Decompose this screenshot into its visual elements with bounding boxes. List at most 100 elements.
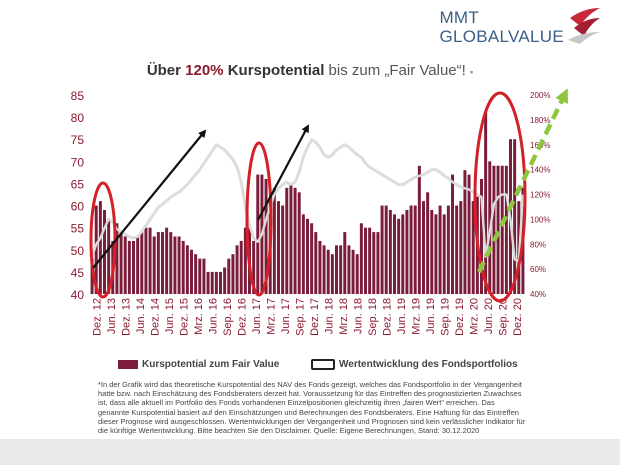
bar — [442, 214, 446, 294]
x-tick-label: Jun. 13 — [106, 298, 118, 334]
bar — [372, 232, 376, 294]
bar — [281, 205, 285, 294]
x-tick-label: Dez. 20 — [512, 298, 524, 336]
bar — [148, 227, 152, 294]
bar — [343, 232, 347, 294]
bar — [496, 165, 500, 294]
bar — [140, 232, 144, 294]
x-tick-label: Jun. 19 — [425, 298, 437, 334]
bar — [132, 240, 135, 294]
bar — [256, 174, 260, 294]
bar — [239, 240, 243, 294]
bar — [384, 205, 388, 294]
bar — [446, 205, 450, 294]
bar — [463, 170, 467, 294]
bar — [401, 214, 405, 294]
legend: Kurspotential zum Fair Value Wertentwick… — [0, 357, 620, 377]
x-tick-label: Jun. 19 — [396, 298, 408, 334]
bar — [409, 205, 413, 294]
x-tick-label: Sep. 19 — [439, 298, 451, 336]
bar — [177, 236, 181, 294]
x-tick-label: Jun. 18 — [323, 298, 335, 334]
bar — [94, 205, 98, 294]
bar — [451, 174, 454, 294]
bar — [359, 223, 363, 294]
annotations — [89, 88, 569, 303]
bar — [364, 227, 367, 294]
y2-tick-label: 100% — [530, 215, 550, 224]
legend-swatch-bars — [118, 360, 138, 369]
bar — [219, 271, 222, 294]
bar — [127, 240, 131, 294]
bar — [314, 232, 318, 294]
bar — [318, 240, 322, 294]
bar — [513, 139, 517, 294]
bar — [459, 201, 463, 294]
trend-arrow — [92, 129, 207, 269]
title-part1: Über — [146, 62, 186, 79]
bar — [438, 205, 442, 294]
x-tick-label: Mrz. 16 — [193, 298, 205, 335]
bar — [492, 165, 496, 294]
chart-title: Über 120% Kurspotential bis zum „Fair Va… — [0, 62, 620, 79]
bar — [326, 249, 330, 294]
bar — [306, 218, 309, 294]
bar — [351, 249, 355, 294]
bar — [252, 240, 256, 294]
bar — [210, 271, 214, 294]
title-part2: Kurspotential — [223, 62, 325, 79]
x-axis: Dez. 12 Jun. 13 Dez. 13 Jun. 14 Dez. 14 Jun. … — [91, 298, 524, 336]
x-tick-label: Dez. 13 — [120, 298, 132, 336]
bar — [231, 254, 235, 294]
bar — [235, 245, 239, 294]
bar — [123, 236, 127, 294]
brand-logo-text: MMT GLOBALVALUE — [439, 8, 564, 46]
bar — [368, 227, 372, 294]
bar — [471, 201, 475, 294]
bar — [144, 227, 148, 294]
bar — [388, 209, 392, 294]
bar — [206, 271, 210, 294]
line-series — [90, 138, 525, 264]
x-tick-label: Jun. 20 — [483, 298, 495, 334]
chart-canvas: 40 45 50 55 60 65 70 75 80 85 40% 60% 80% 100% 120% 14… — [71, 88, 569, 336]
bar — [426, 192, 430, 294]
x-tick-label: Jun. 15 — [164, 298, 176, 334]
x-tick-label: Dez. 19 — [454, 298, 466, 336]
bar — [500, 165, 504, 294]
highlight-ellipse — [245, 141, 273, 297]
bar — [194, 254, 198, 294]
legend-item-line: Wertentwicklung des Fondsportfolios — [311, 359, 518, 370]
x-tick-label: Dez. 16 — [236, 298, 248, 336]
y2-tick-label: 180% — [530, 116, 550, 125]
x-tick-label: Jun. 16 — [207, 298, 219, 334]
bar — [264, 179, 268, 294]
x-tick-label: Sep. 20 — [497, 298, 509, 336]
y-tick-label: 45 — [71, 266, 85, 280]
y2-tick-label: 40% — [530, 290, 546, 299]
bar — [293, 187, 297, 294]
bar — [393, 214, 396, 294]
bar — [413, 205, 417, 294]
x-tick-label: Mrz. 19 — [410, 298, 422, 335]
title-part3: bis zum „Fair Value“! — [324, 62, 470, 79]
y2-tick-label: 60% — [530, 265, 546, 274]
bar — [272, 187, 276, 294]
y2-tick-label: 140% — [530, 166, 550, 175]
bar — [285, 187, 289, 294]
bar — [173, 236, 177, 294]
bar — [202, 258, 206, 294]
bar — [322, 245, 326, 294]
bar — [227, 258, 231, 294]
bar — [430, 209, 434, 294]
legend-swatch-line — [311, 359, 335, 370]
y-tick-label: 55 — [71, 222, 85, 236]
bar — [198, 258, 202, 294]
bar — [214, 271, 218, 294]
highlight-ellipse — [473, 91, 527, 303]
y-tick-label: 50 — [71, 244, 85, 258]
bar — [380, 205, 384, 294]
x-tick-label: Dez. 12 — [91, 298, 103, 336]
x-tick-label: Sep. 17 — [294, 298, 306, 336]
bar — [297, 192, 301, 294]
